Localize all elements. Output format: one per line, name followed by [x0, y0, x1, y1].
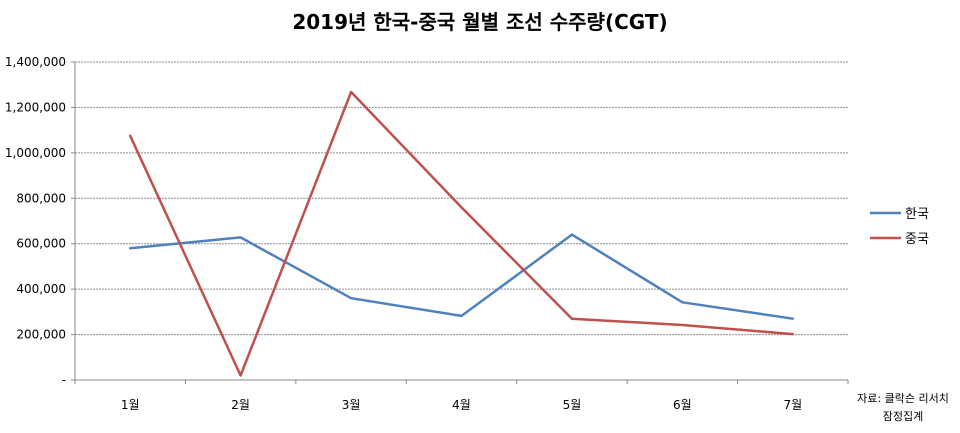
x-tick-label: 1월: [121, 398, 140, 412]
x-tick-label: 7월: [783, 398, 802, 412]
y-tick-label: 1,200,000: [5, 100, 66, 114]
x-tick-label: 4월: [452, 398, 471, 412]
legend-label: 중국: [905, 232, 929, 247]
gridlines: [75, 61, 848, 336]
x-axis-ticks: 1월 2월 3월 4월 5월 6월 7월: [74, 380, 849, 412]
y-tick-label: 800,000: [16, 191, 66, 205]
y-tick-label: -: [62, 373, 66, 387]
x-tick-label: 2월: [231, 398, 250, 412]
y-tick-label: 1,000,000: [5, 146, 66, 160]
y-tick-label: 400,000: [16, 282, 66, 296]
series-lines: [128, 90, 795, 377]
y-tick-label: 200,000: [16, 328, 66, 342]
legend-label: 한국: [905, 207, 929, 222]
x-tick-label: 3월: [342, 398, 361, 412]
chart-title: 2019년 한국-중국 월별 조선 수주량(CGT): [292, 10, 668, 34]
y-axis-ticks: - 200,000 400,000 600,000 800,000 1,000,000 1,…: [5, 55, 75, 387]
x-tick-label: 5월: [563, 398, 582, 412]
source-note: 자료: 클락슨 리서치 잠정집계: [848, 390, 958, 426]
axes: [74, 62, 848, 381]
source-line-2: 잠정집계: [882, 410, 924, 423]
source-line-1: 자료: 클락슨 리서치: [857, 392, 949, 405]
series-line: [128, 233, 795, 320]
y-tick-label: 1,400,000: [5, 55, 66, 69]
series-line: [128, 90, 795, 377]
x-tick-label: 6월: [673, 398, 692, 412]
y-tick-label: 600,000: [16, 237, 66, 251]
